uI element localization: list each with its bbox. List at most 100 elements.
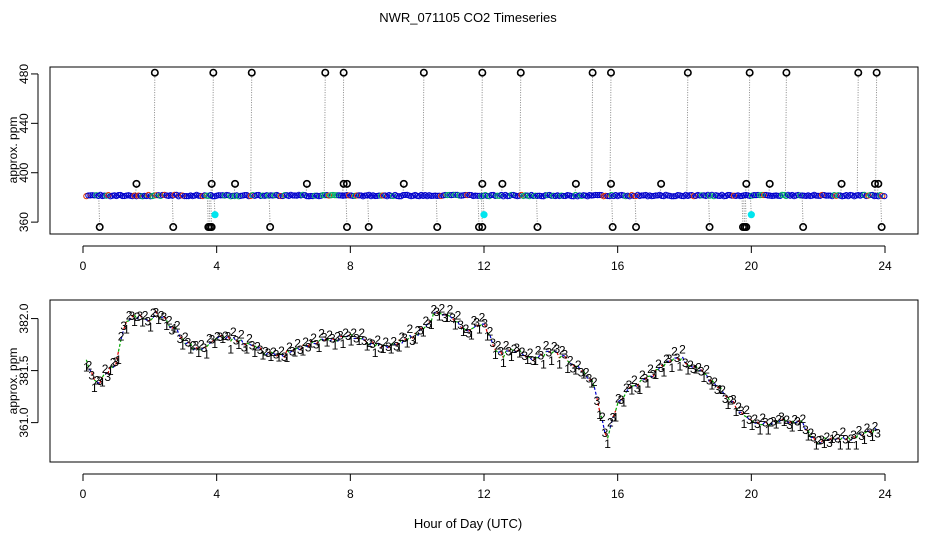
calibration-high-marker	[419, 68, 428, 77]
top-panel: 0 4 8 12 16 20 24 360 400 440 480 approx. ppm	[6, 64, 919, 273]
series-1-marker: 1	[853, 439, 860, 453]
trace-segment	[460, 326, 464, 329]
trace-segment	[329, 338, 333, 342]
trace-segment	[625, 387, 630, 393]
trace-segment	[634, 384, 638, 387]
series-1-marker: 1	[564, 362, 571, 376]
trace-segment	[631, 384, 635, 387]
series-2-marker: 2	[679, 343, 686, 357]
trace-segment	[152, 310, 157, 318]
series-3-marker: 3	[120, 319, 127, 333]
sample-band-marker	[101, 192, 108, 199]
trace-segment	[326, 337, 331, 342]
sample-band-marker	[446, 191, 453, 199]
cal-connector	[345, 183, 348, 196]
sample-band-marker	[750, 192, 758, 199]
trace-segment	[601, 419, 606, 434]
cal-connector	[98, 195, 101, 228]
series-3-marker: 3	[634, 381, 641, 395]
sample-band-marker	[462, 191, 469, 199]
calibration-low-marker	[474, 223, 483, 232]
series-2-marker: 2	[182, 330, 189, 344]
trace-segment	[537, 353, 542, 358]
series-1-marker: 1	[484, 329, 491, 343]
series-2-marker: 2	[150, 306, 157, 320]
trace-segment	[660, 364, 665, 367]
series-2-marker: 2	[246, 332, 253, 346]
trace-segment	[409, 334, 413, 339]
trace-segment	[465, 329, 469, 332]
trace-segment	[529, 357, 534, 362]
sample-band-marker	[171, 191, 178, 198]
series-1-marker: 1	[308, 336, 315, 350]
top-y-tick-label: 480	[17, 64, 31, 84]
trace-segment	[243, 342, 248, 346]
trace-segment	[740, 411, 745, 416]
cal-connector	[435, 195, 438, 228]
trace-segment	[187, 341, 191, 344]
series-3-marker: 3	[770, 415, 777, 429]
trace-segment	[411, 332, 416, 339]
cal-connector	[480, 195, 483, 228]
calibration-low-marker	[608, 223, 617, 232]
bottom-y-axis: 361.0 381.5 382.0	[17, 303, 39, 438]
trace-segment	[834, 437, 838, 441]
series-1-marker: 1	[468, 329, 475, 343]
cal-connector	[367, 195, 370, 228]
trace-segment	[238, 339, 242, 342]
sample-band-marker	[353, 192, 361, 199]
series-2-marker: 2	[158, 308, 165, 322]
series-3-marker: 3	[289, 345, 296, 359]
calibration-low-marker	[533, 223, 542, 232]
series-1-marker: 1	[163, 319, 170, 333]
series-3-marker: 3	[866, 426, 873, 440]
trace-segment	[192, 346, 197, 351]
trace-segment	[332, 338, 336, 341]
series-1-marker: 1	[781, 415, 788, 429]
series-3-marker: 3	[842, 433, 849, 447]
series-1-marker: 1	[292, 346, 299, 360]
sample-band-marker	[253, 192, 260, 199]
series-2-marker: 2	[607, 415, 614, 429]
trace-segment	[791, 420, 796, 424]
calibration-mid-marker	[870, 179, 879, 188]
series-1-marker: 1	[195, 346, 202, 360]
figure-x-axis-label: Hour of Day (UTC)	[414, 516, 522, 531]
trace-segment	[110, 365, 114, 369]
trace-segment	[518, 349, 523, 355]
series-3-marker: 3	[377, 342, 384, 356]
sample-band-marker	[756, 192, 764, 199]
series-1-marker: 1	[612, 411, 619, 425]
cal-connector	[208, 195, 211, 228]
series-2-marker: 2	[455, 309, 462, 323]
series-3-marker: 3	[361, 334, 368, 348]
calibration-high-marker	[478, 68, 487, 77]
series-2-marker: 2	[390, 335, 397, 349]
series-2-marker: 2	[254, 339, 261, 353]
series-2-marker: 2	[142, 309, 149, 323]
series-1-marker: 1	[733, 405, 740, 419]
sample-band-marker	[371, 192, 379, 200]
sample-band-marker	[819, 191, 826, 199]
series-1-marker: 1	[444, 311, 451, 325]
series-2-marker: 2	[431, 303, 438, 317]
trace-segment	[553, 350, 558, 353]
series-2-marker: 2	[864, 421, 871, 435]
trace-segment	[583, 370, 587, 377]
series-3-marker: 3	[562, 348, 569, 362]
series-2-marker: 2	[230, 325, 237, 339]
cal-connector	[880, 195, 883, 228]
series-1-marker: 1	[300, 345, 307, 359]
series-3-marker: 3	[626, 378, 633, 392]
trace-segment	[500, 351, 504, 358]
series-2-marker: 2	[856, 424, 863, 438]
bottom-x-tick-label: 24	[878, 487, 892, 501]
series-3-marker: 3	[570, 361, 577, 375]
trace-segment	[684, 362, 689, 366]
sample-band-marker	[728, 192, 736, 199]
sample-band-marker	[466, 191, 473, 199]
sample-band-marker	[245, 193, 252, 200]
calibration-high-marker	[209, 68, 218, 77]
series-1-marker: 1	[460, 325, 467, 339]
